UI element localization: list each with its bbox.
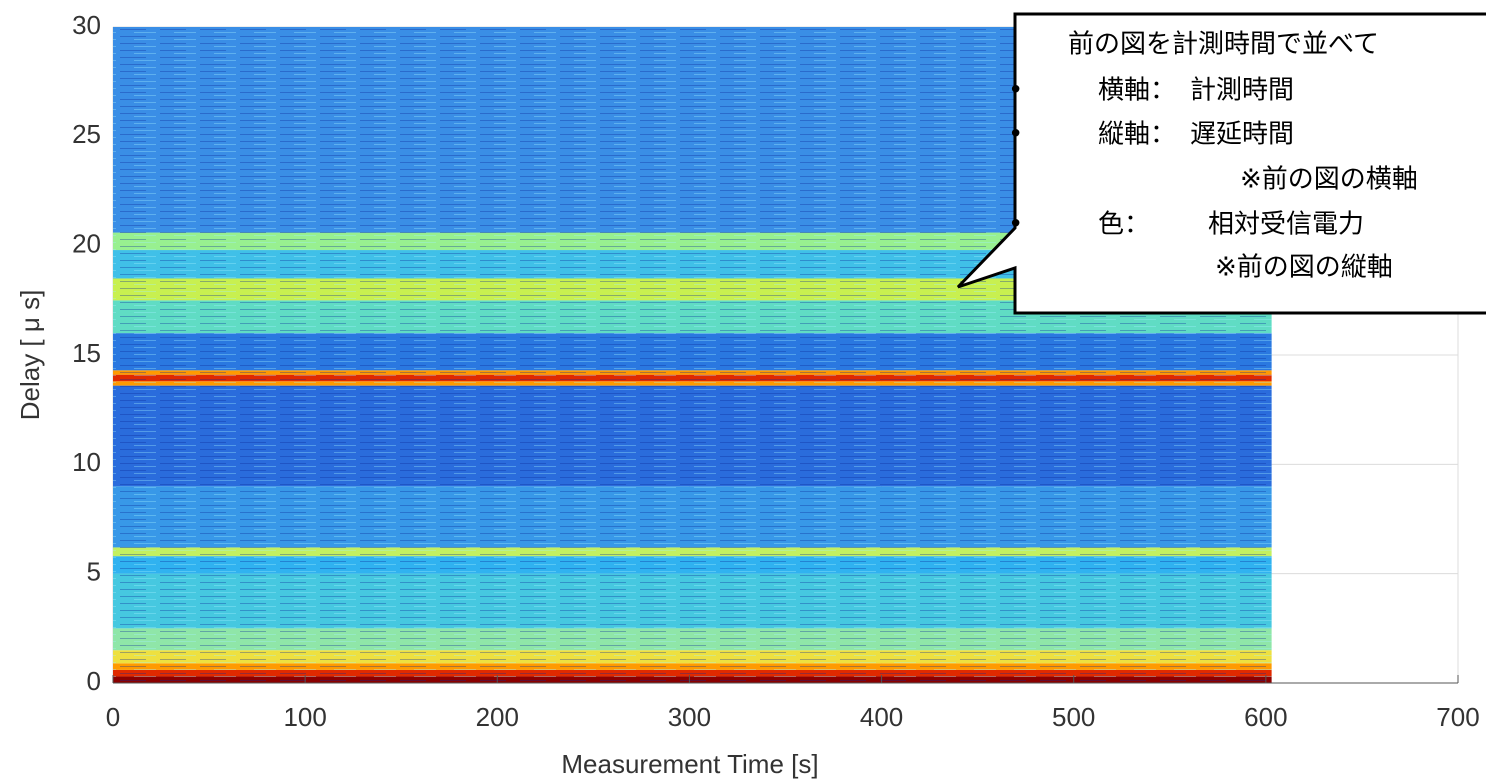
item-text: 相対受信電力 — [1208, 210, 1364, 240]
chart: 0510152025300100200300400500600700 Measu… — [0, 0, 1486, 783]
x-tick-label: 200 — [476, 702, 519, 732]
x-tick-label: 700 — [1436, 702, 1479, 732]
bullet: • — [1008, 120, 1023, 150]
bullet: • — [1008, 210, 1023, 240]
item-text: 遅延時間 — [1190, 120, 1294, 150]
item-text: 計測時間 — [1190, 76, 1294, 106]
y-axis-label: Delay [ μ s] — [15, 290, 45, 421]
y-tick-label: 0 — [87, 666, 101, 696]
item-label: 横軸： — [1098, 76, 1176, 106]
x-tick-label: 300 — [668, 702, 711, 732]
x-tick-label: 500 — [1052, 702, 1095, 732]
y-tick-label: 5 — [87, 557, 101, 587]
callout: 前の図を計測時間で並べて • 横軸： 計測時間 • 縦軸： 遅延時間 ※前の図の… — [958, 14, 1486, 313]
page: 0510152025300100200300400500600700 Measu… — [0, 0, 1486, 783]
y-tick-label: 25 — [72, 119, 101, 149]
x-tick-label: 400 — [860, 702, 903, 732]
y-tick-label: 10 — [72, 447, 101, 477]
item-label: 色： — [1098, 210, 1150, 240]
bullet: • — [1008, 76, 1023, 106]
y-tick-label: 15 — [72, 338, 101, 368]
y-tick-label: 20 — [72, 229, 101, 259]
item-label: 縦軸： — [1098, 120, 1176, 150]
y-tick-label: 30 — [72, 10, 101, 40]
item-note: ※前の図の横軸 — [1240, 165, 1418, 195]
x-tick-label: 0 — [106, 702, 120, 732]
x-tick-label: 600 — [1244, 702, 1287, 732]
x-axis-label: Measurement Time [s] — [561, 749, 818, 779]
item-note: ※前の図の縦軸 — [1215, 253, 1393, 283]
callout-title: 前の図を計測時間で並べて — [1068, 30, 1379, 60]
x-tick-label: 100 — [283, 702, 326, 732]
